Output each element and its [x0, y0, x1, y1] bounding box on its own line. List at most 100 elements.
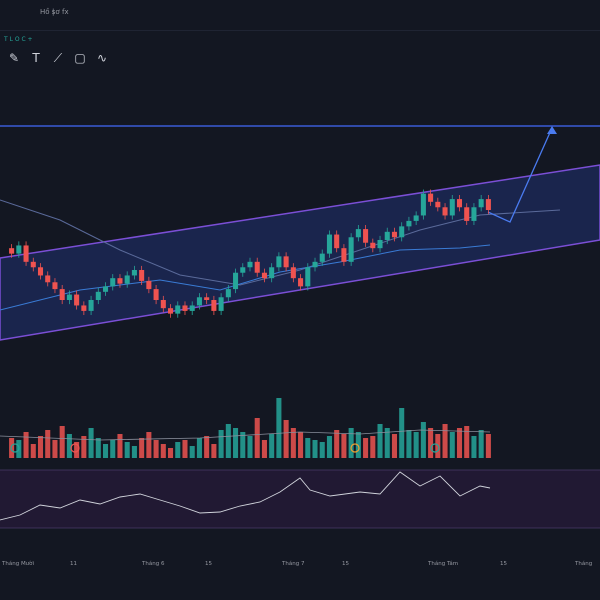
- candle: [189, 305, 195, 311]
- candle: [283, 256, 289, 268]
- line-tool-icon[interactable]: ⟋: [53, 50, 63, 65]
- x-axis-label: Tháng: [575, 561, 593, 567]
- volume-bar: [464, 426, 470, 458]
- candle: [442, 207, 448, 216]
- candle: [211, 300, 217, 311]
- candle: [247, 261, 253, 268]
- header-item-fx[interactable]: fx: [62, 8, 69, 16]
- volume-bar: [233, 428, 239, 458]
- pencil-tool-icon[interactable]: ✎: [8, 51, 20, 65]
- candle: [131, 270, 137, 276]
- candle: [406, 220, 412, 227]
- rsi-panel: [0, 470, 600, 528]
- candle: [204, 297, 210, 300]
- candle: [471, 207, 477, 221]
- drawing-toolbar: ✎ T ⟋ ▢ ∿: [6, 50, 110, 68]
- header-divider: |: [52, 8, 55, 16]
- volume-bar: [153, 440, 159, 458]
- volume-bar: [341, 434, 347, 458]
- candle: [110, 278, 116, 287]
- volume-bar: [81, 436, 87, 458]
- candle: [348, 237, 354, 262]
- volume-bar: [485, 434, 491, 458]
- candle: [312, 261, 318, 268]
- candle: [254, 261, 260, 273]
- wave-tool-icon[interactable]: ∿: [96, 51, 108, 65]
- candle: [74, 294, 80, 306]
- candle: [117, 278, 123, 284]
- volume-bar: [377, 424, 383, 458]
- volume-bar: [124, 442, 130, 458]
- volume-bar: [218, 430, 224, 458]
- volume-bar: [363, 438, 369, 458]
- volume-bar: [420, 422, 426, 458]
- candle: [218, 297, 224, 311]
- volume-bar: [131, 446, 137, 458]
- volume-bar: [211, 444, 217, 458]
- volume-bar: [88, 428, 94, 458]
- rsi-layer: [0, 469, 600, 529]
- volume-bar: [247, 436, 253, 458]
- volume-bar: [59, 426, 65, 458]
- candle: [298, 278, 304, 287]
- candle: [95, 291, 101, 300]
- rectangle-tool-icon[interactable]: ▢: [74, 51, 86, 65]
- candle: [478, 199, 484, 208]
- candle: [435, 201, 441, 208]
- candle: [233, 272, 239, 290]
- volume-bar: [348, 428, 354, 458]
- candle: [355, 229, 361, 238]
- x-axis-label: Tháng Mười: [2, 561, 35, 567]
- volume-bar: [384, 428, 390, 458]
- volume-bar: [428, 428, 434, 458]
- signal-marker-icon: [70, 443, 80, 453]
- volume-bar: [146, 432, 152, 458]
- candle: [45, 275, 51, 283]
- x-axis-label: Tháng Tám: [428, 561, 459, 567]
- volume-bar: [23, 432, 29, 458]
- candle: [225, 289, 231, 298]
- volume-bar: [95, 438, 101, 458]
- channel-band: [0, 164, 600, 341]
- volume-bar: [290, 428, 296, 458]
- volume-bar: [30, 444, 36, 458]
- candle: [384, 231, 390, 240]
- volume-bar: [204, 436, 210, 458]
- candle: [334, 234, 340, 249]
- x-axis-label: Tháng 6: [142, 561, 165, 567]
- candle: [168, 308, 174, 314]
- x-axis-label: 15: [342, 561, 349, 567]
- x-axis-label: 15: [500, 561, 507, 567]
- volume-bar: [283, 420, 289, 458]
- candles-layer: [9, 189, 491, 318]
- volume-bar: [370, 436, 376, 458]
- volume-bar: [449, 432, 455, 458]
- volume-bar: [37, 436, 44, 458]
- volume-bar: [406, 430, 412, 458]
- volume-layer: [0, 398, 491, 458]
- candle: [59, 289, 65, 300]
- text-tool-icon[interactable]: T: [32, 51, 40, 65]
- x-axis-label: 15: [205, 561, 212, 567]
- projection-arrow: [487, 127, 553, 223]
- candle: [399, 226, 405, 238]
- volume-bar: [334, 430, 340, 458]
- volume-bar: [261, 440, 267, 458]
- volume-bar: [139, 438, 145, 458]
- candle: [377, 240, 383, 249]
- volume-bar: [254, 418, 260, 458]
- volume-average-line: [0, 429, 491, 441]
- volume-bar: [435, 434, 441, 458]
- volume-bar: [160, 444, 166, 458]
- candle: [449, 199, 455, 216]
- volume-bar: [399, 408, 405, 458]
- volume-bar: [326, 436, 332, 458]
- header-item-profile[interactable]: Hồ sơ: [40, 8, 60, 16]
- signal-marker-icon: [430, 443, 440, 453]
- volume-bar: [456, 428, 463, 458]
- candle: [391, 231, 398, 238]
- candle: [66, 294, 72, 300]
- x-axis-label: 11: [70, 561, 77, 567]
- volume-bar: [117, 434, 123, 458]
